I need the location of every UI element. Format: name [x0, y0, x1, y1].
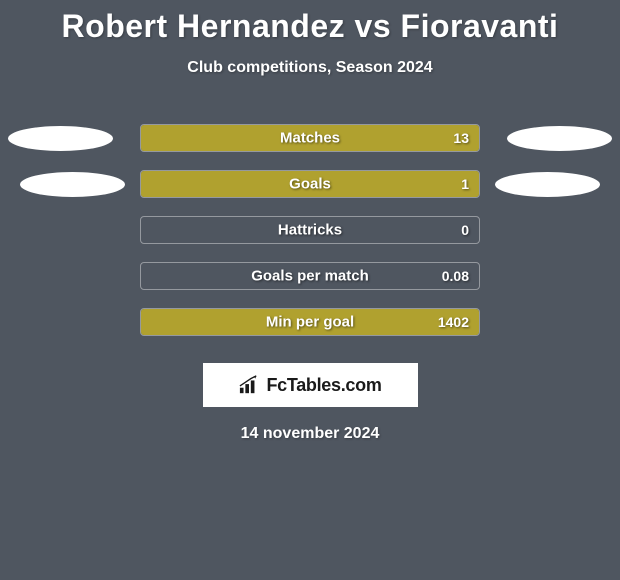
stat-row-min-per-goal: Min per goal 1402 [0, 299, 620, 345]
fctables-logo[interactable]: FcTables.com [203, 363, 418, 407]
stat-label: Matches [280, 130, 340, 147]
stat-bar: Min per goal 1402 [140, 308, 480, 336]
stat-value: 0.08 [442, 268, 469, 284]
stat-row-matches: Matches 13 [0, 115, 620, 161]
page-title: Robert Hernandez vs Fioravanti [0, 8, 620, 45]
stat-value: 1402 [438, 314, 469, 330]
logo-text: FcTables.com [266, 375, 381, 396]
stat-bar: Goals 1 [140, 170, 480, 198]
stat-bar: Matches 13 [140, 124, 480, 152]
stat-label: Hattricks [278, 222, 342, 239]
stat-row-hattricks: Hattricks 0 [0, 207, 620, 253]
stat-value: 1 [461, 176, 469, 192]
stat-value: 13 [453, 130, 469, 146]
player-left-marker [8, 126, 113, 151]
player-right-marker [495, 172, 600, 197]
stat-label: Goals [289, 176, 331, 193]
stat-label: Min per goal [266, 314, 354, 331]
stat-row-goals-per-match: Goals per match 0.08 [0, 253, 620, 299]
date-text: 14 november 2024 [0, 425, 620, 443]
stats-area: Matches 13 Goals 1 Hattricks 0 Goals per… [0, 115, 620, 345]
stat-bar: Goals per match 0.08 [140, 262, 480, 290]
stat-label: Goals per match [251, 268, 369, 285]
chart-icon [238, 375, 260, 395]
stat-value: 0 [461, 222, 469, 238]
comparison-card: Robert Hernandez vs Fioravanti Club comp… [0, 0, 620, 443]
stat-bar: Hattricks 0 [140, 216, 480, 244]
subtitle: Club competitions, Season 2024 [0, 59, 620, 77]
player-right-marker [507, 126, 612, 151]
stat-row-goals: Goals 1 [0, 161, 620, 207]
player-left-marker [20, 172, 125, 197]
